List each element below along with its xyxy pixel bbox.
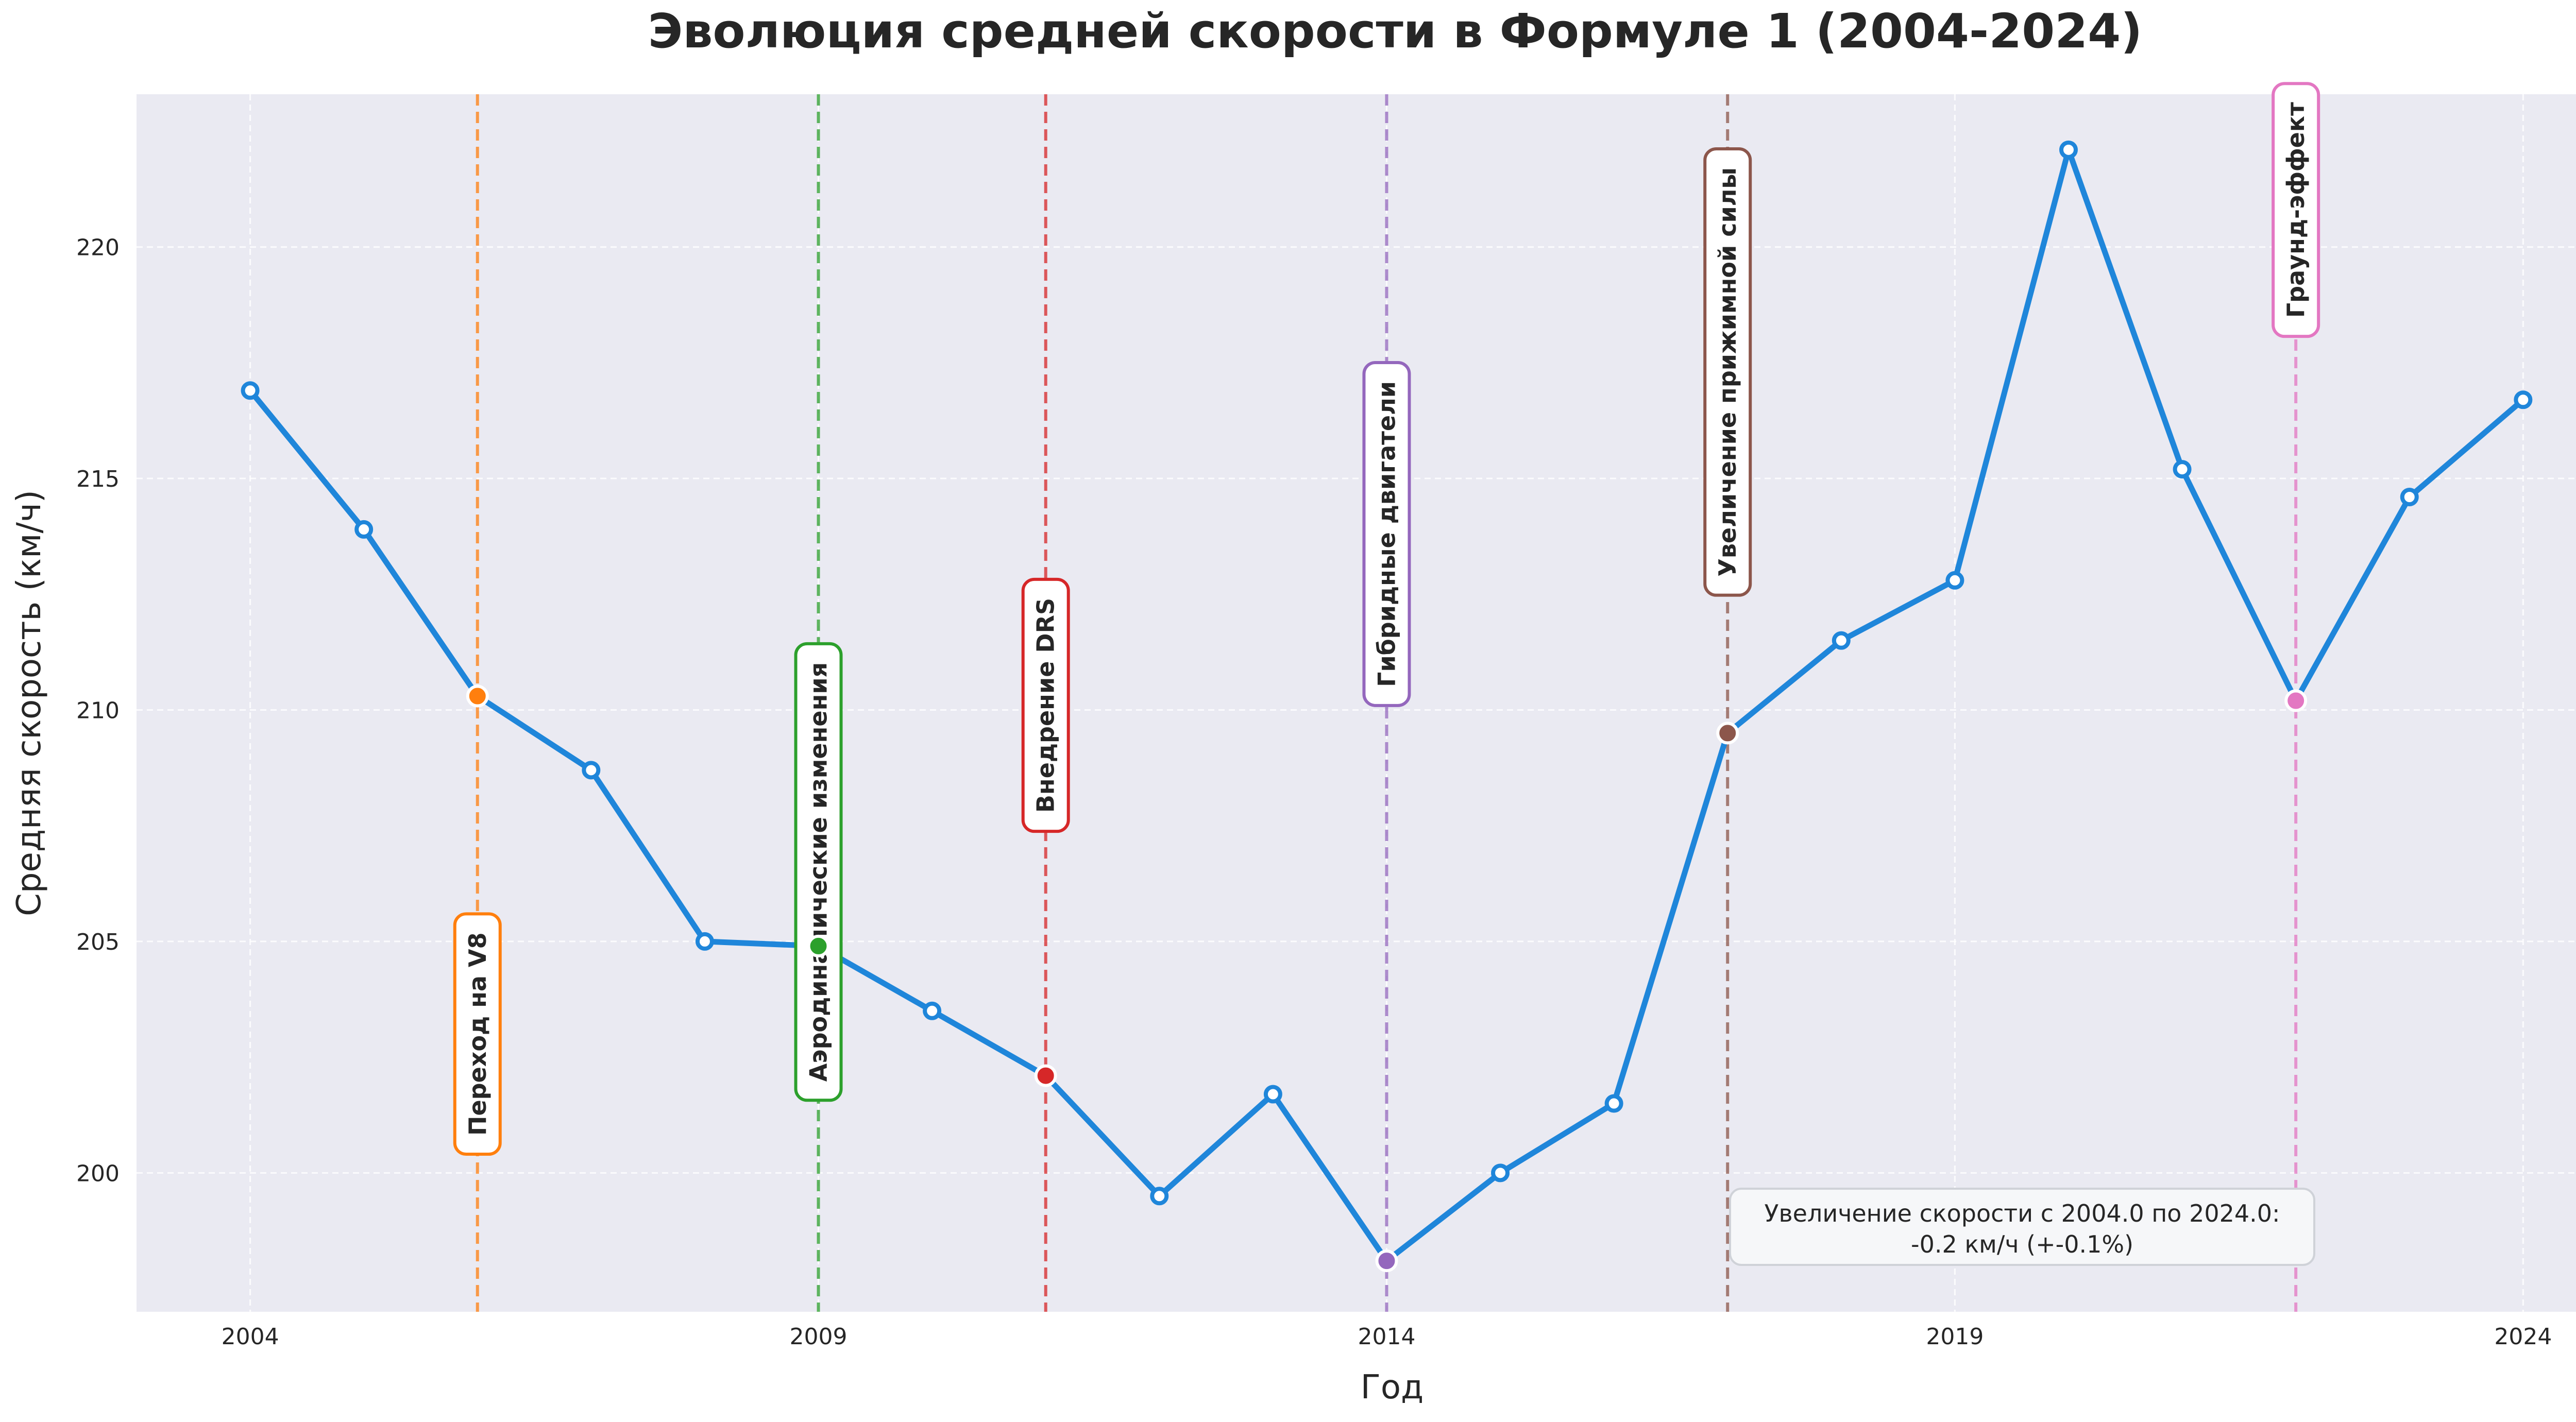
event-label-box (1703, 147, 1752, 597)
event-label-text: Переход на V8 (464, 932, 492, 1136)
event-point (2284, 689, 2308, 712)
data-point (1491, 1163, 1510, 1183)
event-point (1375, 1249, 1398, 1273)
data-point (1150, 1187, 1169, 1206)
event-point (1716, 722, 1739, 745)
event-label: Граунд-эффект (2272, 82, 2320, 338)
event-label: Внедрение DRS (1021, 577, 1070, 833)
y-axis-label: Средняя скорость (км/ч) (10, 490, 48, 916)
annotation-line-1: Увеличение скорости с 2004.0 по 2024.0: (1764, 1200, 2280, 1227)
data-point (2173, 460, 2192, 479)
data-point (2514, 390, 2533, 409)
event-label: Гибридные двигатели (1362, 361, 1411, 707)
y-tick-label: 215 (76, 466, 120, 492)
event-label: Увеличение прижимной силы (1703, 147, 1752, 597)
data-point (1832, 631, 1851, 650)
annotation-box (1729, 1188, 2315, 1266)
event-label-text: Аэродинамические изменения (805, 662, 833, 1082)
event-label-text: Внедрение DRS (1032, 598, 1060, 813)
speed-change-annotation: Увеличение скорости с 2004.0 по 2024.0: … (1729, 1188, 2315, 1266)
data-point (923, 1001, 942, 1020)
x-tick-label: 2024 (2494, 1324, 2552, 1350)
event-label-text: Гибридные двигатели (1372, 381, 1400, 687)
y-tick-label: 220 (76, 235, 120, 261)
x-tick-label: 2009 (790, 1324, 848, 1350)
event-label: Аэродинамические изменения (794, 642, 843, 1102)
data-point (582, 761, 601, 780)
event-label-box (794, 642, 843, 1102)
data-point (1945, 571, 1964, 590)
data-point (241, 381, 260, 400)
event-label-text: Граунд-эффект (2282, 102, 2310, 318)
data-point (1263, 1085, 1282, 1104)
chart-title: Эволюция средней скорости в Формуле 1 (2… (648, 4, 2143, 59)
data-point (2059, 140, 2078, 159)
event-label: Переход на V8 (453, 912, 502, 1156)
data-point (695, 932, 714, 951)
annotation-line-2: -0.2 км/ч (+-0.1%) (1911, 1230, 2133, 1258)
x-tick-label: 2014 (1358, 1324, 1415, 1350)
y-tick-label: 200 (76, 1160, 120, 1187)
series-line (241, 140, 2533, 1273)
x-tick-label: 2019 (1926, 1324, 1984, 1350)
y-tick-label: 205 (76, 929, 120, 955)
event-label-box (453, 912, 502, 1156)
data-point (1604, 1094, 1623, 1113)
event-label-box (1362, 361, 1411, 707)
event-label-text: Увеличение прижимной силы (1714, 167, 1741, 577)
event-point (466, 684, 489, 708)
event-label-box (2272, 82, 2320, 338)
plot-area (137, 94, 2576, 1312)
x-axis-label: Год (1361, 1368, 1423, 1407)
data-point (354, 520, 374, 539)
data-point (2400, 488, 2419, 507)
event-point (1034, 1064, 1057, 1087)
x-tick-label: 2004 (222, 1324, 279, 1350)
axis-ticks: 2004 2009 2014 2019 2024 200 205 210 215 220 (76, 235, 2552, 1350)
event-label-box (1021, 577, 1070, 833)
event-labels: Переход на V8 Аэродинамические изменения В… (453, 82, 2320, 1156)
event-point-overlay (807, 934, 830, 957)
y-tick-label: 210 (76, 697, 120, 724)
